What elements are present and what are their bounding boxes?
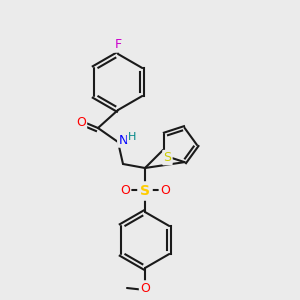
Text: O: O xyxy=(140,281,150,295)
Text: O: O xyxy=(120,184,130,196)
Text: S: S xyxy=(140,184,150,198)
Text: O: O xyxy=(160,184,170,196)
Text: F: F xyxy=(114,38,122,52)
Text: S: S xyxy=(164,151,171,164)
Text: N: N xyxy=(118,134,128,146)
Text: O: O xyxy=(76,116,86,128)
Text: H: H xyxy=(128,132,136,142)
